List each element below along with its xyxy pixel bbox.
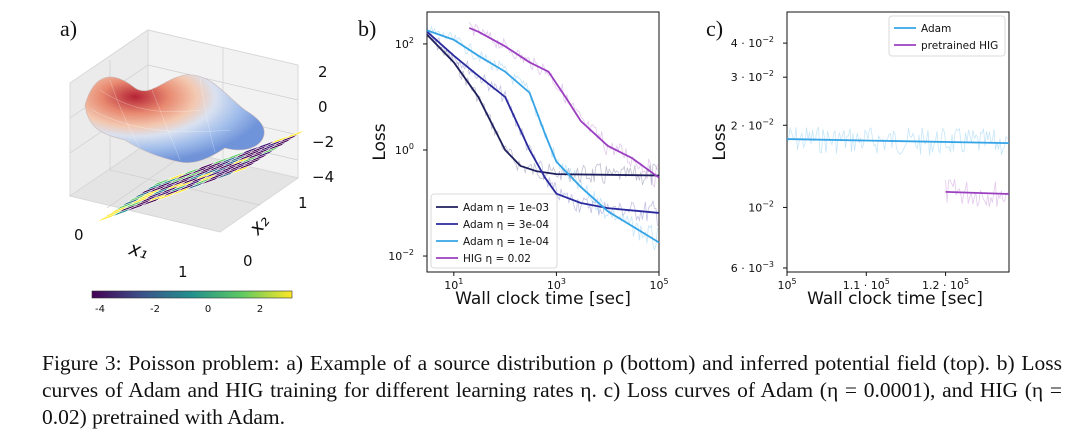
series-line <box>945 190 1010 195</box>
y-tick-label: 3 · 10−2 <box>731 69 774 84</box>
legend-entry: HIG η = 0.02 <box>463 253 531 265</box>
x-axis-label: Wall clock time [sec] <box>455 289 631 309</box>
panel-c-label: c) <box>706 16 723 41</box>
legend-entry: Adam η = 3e-04 <box>463 219 549 231</box>
series-line <box>468 27 660 179</box>
x1-axis-label: x₁ <box>126 237 151 263</box>
source-heatmap <box>96 129 306 223</box>
y-axis-label: Loss <box>370 123 390 160</box>
x2-axis-label: x₂ <box>244 210 274 240</box>
z-tick-label: 0 <box>318 98 328 116</box>
panel-a-label: a) <box>60 16 77 41</box>
legend: Adam pretrained HIG <box>888 15 1006 57</box>
legend: Adam η = 1e-03 Adam η = 3e-04 Adam η = 1… <box>430 193 558 269</box>
panel-c-chart: c) 105 1.1 · 105 1.2 · 105 4 · 10−2 3 · 10−2… <box>706 11 1010 309</box>
y-axis-label: Loss <box>710 123 730 160</box>
x-tick-label: 1.1 · 105 <box>843 277 890 292</box>
legend-entry: Adam <box>921 23 951 35</box>
series-lines <box>426 27 660 244</box>
y-tick-label: 102 <box>395 36 414 51</box>
x-tick-label: 105 <box>777 277 796 292</box>
y-tick-label: 10−2 <box>748 199 774 214</box>
x2-tick-label: 1 <box>298 194 308 212</box>
colorbar-tick-label: 2 <box>257 304 263 315</box>
x1-tick-label: 0 <box>74 226 84 244</box>
figure-caption: Figure 3: Poisson problem: a) Example of… <box>42 350 1062 431</box>
figure: a) 2 0 −2 −4 0 1 x₁ 0 1 x₂ <box>60 11 1010 315</box>
x1-tick-label: 1 <box>178 263 188 281</box>
x-axis-label: Wall clock time [sec] <box>807 289 983 309</box>
legend-box <box>430 193 558 269</box>
colorbar-tick-label: -2 <box>150 304 160 315</box>
axes-ticks: 105 1.1 · 105 1.2 · 105 4 · 10−2 3 · 10−2 2 ·… <box>731 35 969 292</box>
surface-mesh-lines <box>91 77 231 161</box>
legend-entry: Adam η = 1e-03 <box>463 202 549 214</box>
potential-surface <box>84 74 265 163</box>
x-tick-label: 1.2 · 105 <box>922 277 969 292</box>
z-tick-label: 2 <box>318 63 328 81</box>
series-line <box>426 31 660 214</box>
x2-tick-label: 0 <box>243 252 253 270</box>
series-lines <box>786 138 1010 195</box>
y-tick-label: 4 · 10−2 <box>731 35 774 50</box>
series-line <box>426 33 660 177</box>
series-line <box>426 29 660 244</box>
heatmap-cell <box>284 129 306 140</box>
y-tick-label: 2 · 10−2 <box>731 117 774 132</box>
colorbar-tick-label: -4 <box>95 304 105 315</box>
series-noise <box>786 126 1008 156</box>
caption-text: Figure 3: Poisson problem: a) Example of… <box>42 351 1062 429</box>
z-tick-label: −4 <box>312 168 334 186</box>
legend-entry: pretrained HIG <box>921 40 998 52</box>
colorbar-tick-label: 0 <box>205 304 211 315</box>
y-tick-label: 10−2 <box>388 248 414 263</box>
legend-entry: Adam η = 1e-04 <box>463 236 549 248</box>
series-line <box>786 138 1010 145</box>
y-tick-label: 6 · 10−3 <box>731 260 774 275</box>
colorbar <box>91 290 293 299</box>
z-tick-label: −2 <box>312 133 334 151</box>
y-tick-label: 100 <box>395 142 414 157</box>
panel-b-label: b) <box>358 16 376 41</box>
panel-a-3d-plot: a) 2 0 −2 −4 0 1 x₁ 0 1 x₂ <box>60 16 334 315</box>
x-tick-label: 105 <box>649 277 668 292</box>
legend-box <box>888 15 1006 57</box>
